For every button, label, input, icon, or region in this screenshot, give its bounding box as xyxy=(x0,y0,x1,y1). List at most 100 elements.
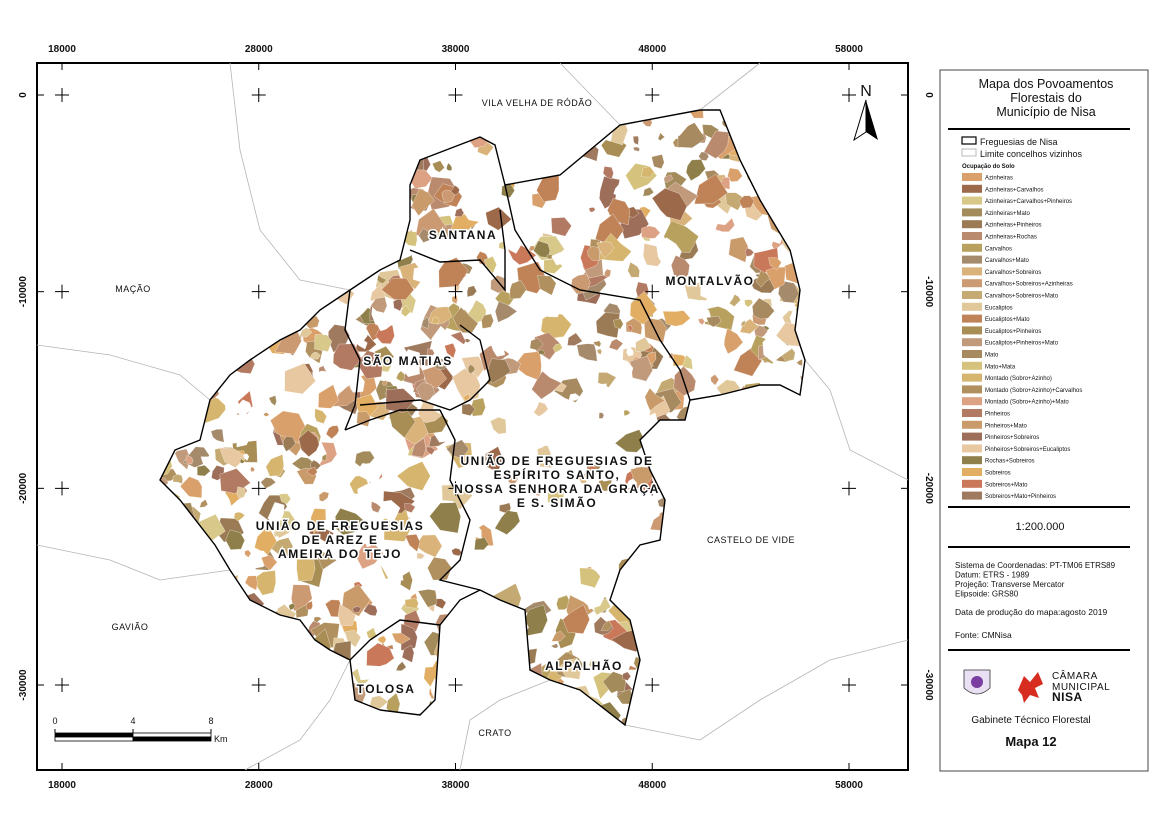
grid-cross xyxy=(448,284,463,299)
crs-line: Projeção: Transverse Mercator xyxy=(955,580,1065,589)
grid-cross xyxy=(842,481,856,496)
land-cover-patch xyxy=(396,461,431,491)
land-cover-patch xyxy=(444,343,457,359)
land-cover-patch xyxy=(351,606,362,613)
grid-label-top: 48000 xyxy=(638,44,666,55)
land-cover-patch xyxy=(598,421,606,429)
land-cover-patch xyxy=(210,429,225,443)
land-cover-patch xyxy=(350,535,359,544)
land-cover-patch xyxy=(604,268,611,279)
class-swatch xyxy=(962,432,982,441)
land-cover-patch xyxy=(584,466,598,480)
land-cover-patch xyxy=(433,393,454,419)
land-cover-patch xyxy=(363,603,378,616)
land-cover-patch xyxy=(699,238,714,254)
land-cover-patch xyxy=(438,257,469,288)
neighbour-label: VILA VELHA DE RÓDÃO xyxy=(482,98,593,108)
land-cover-patch xyxy=(641,166,655,178)
land-cover-patch xyxy=(401,305,411,317)
class-swatch xyxy=(962,291,982,299)
land-cover-patch xyxy=(314,334,332,352)
boundary-label: Limite concelhos vizinhos xyxy=(980,149,1083,159)
parish-label: SÃO MATIAS xyxy=(363,353,452,368)
class-label: Rochas+Sobreiros xyxy=(985,459,1035,465)
land-cover-patch xyxy=(429,502,461,534)
land-cover-patch xyxy=(614,358,634,380)
land-cover-patch xyxy=(644,387,666,412)
land-cover-patch xyxy=(595,312,620,339)
class-label: Montado (Sobro+Azinho)+Mato xyxy=(985,400,1069,406)
land-cover-patch xyxy=(382,379,388,386)
land-cover-patch xyxy=(362,463,375,477)
land-cover-patch xyxy=(291,584,313,612)
grid-cross xyxy=(448,481,463,496)
land-cover-patch xyxy=(568,225,586,243)
land-cover-patch xyxy=(589,556,605,572)
coordinate-grid: 1800018000280002800038000380004800048000… xyxy=(18,44,934,791)
land-cover-patch xyxy=(337,603,356,626)
land-cover-patch xyxy=(172,474,183,484)
land-cover-patch xyxy=(576,343,598,362)
class-label: Pinheiros+Sobreiros xyxy=(985,435,1039,441)
class-label: Carvalhos xyxy=(985,246,1012,252)
land-cover-patch xyxy=(651,154,665,169)
land-cover-patch xyxy=(597,507,626,534)
land-cover-patch xyxy=(685,159,706,181)
neighbour-label: CRATO xyxy=(478,728,511,738)
land-cover-patch xyxy=(762,331,792,363)
land-cover-patch xyxy=(268,395,277,407)
land-cover-patch xyxy=(310,508,327,535)
land-cover-patch xyxy=(470,426,491,441)
grid-label-bottom: 18000 xyxy=(48,780,76,791)
land-cover-patch xyxy=(642,187,655,197)
land-cover-patch xyxy=(614,429,647,453)
class-label: Mato xyxy=(985,353,999,359)
parish-boundary xyxy=(504,184,691,401)
land-cover-patch xyxy=(336,448,343,456)
grid-cross xyxy=(645,678,660,693)
land-cover-patch xyxy=(279,493,291,505)
land-cover-patch xyxy=(411,188,435,217)
land-cover-patch xyxy=(596,241,614,259)
class-label: Pinheiros xyxy=(985,412,1010,418)
legend-title: Florestais do xyxy=(1010,91,1082,105)
land-cover-patch xyxy=(309,352,321,360)
land-cover-patch xyxy=(412,266,426,284)
land-cover-patch xyxy=(551,217,572,237)
land-cover-patch xyxy=(671,255,690,278)
land-cover-patch xyxy=(521,426,554,450)
land-cover-patch xyxy=(371,501,381,513)
land-cover-patch xyxy=(432,160,445,173)
grid-label-bottom: 58000 xyxy=(835,780,863,791)
land-cover-patch xyxy=(568,393,581,402)
neighbour-limits xyxy=(36,62,909,771)
land-cover-patch xyxy=(321,454,327,461)
grid-cross xyxy=(251,678,266,693)
land-cover-patch xyxy=(600,620,613,631)
land-cover-patch xyxy=(641,225,661,239)
scale-segment xyxy=(54,732,134,738)
land-cover-patch xyxy=(630,466,654,491)
grid-cross xyxy=(251,481,266,496)
grid-cross xyxy=(55,678,69,693)
land-cover-patch xyxy=(533,213,544,224)
class-swatch xyxy=(962,232,982,240)
land-cover-patch xyxy=(512,483,525,493)
land-cover-patch xyxy=(370,296,388,314)
land-cover-patch xyxy=(452,368,481,403)
class-swatch xyxy=(962,173,982,181)
land-cover-patch xyxy=(411,437,427,458)
production-date: Data de produção do mapa:agosto 2019 xyxy=(955,607,1107,617)
land-cover-patch xyxy=(355,394,379,417)
parish-boundary xyxy=(359,324,491,411)
land-cover-patch xyxy=(430,357,450,370)
land-cover-patch xyxy=(593,340,602,348)
parish-boundary xyxy=(438,409,481,591)
land-cover-patch xyxy=(298,429,320,457)
crs-line: Datum: ETRS - 1989 xyxy=(955,571,1030,580)
grid-label-top: 58000 xyxy=(835,44,863,55)
land-cover-patch xyxy=(325,425,340,439)
land-cover-patch xyxy=(368,695,389,709)
land-cover-patch xyxy=(265,454,284,477)
land-cover-patch xyxy=(418,228,432,243)
